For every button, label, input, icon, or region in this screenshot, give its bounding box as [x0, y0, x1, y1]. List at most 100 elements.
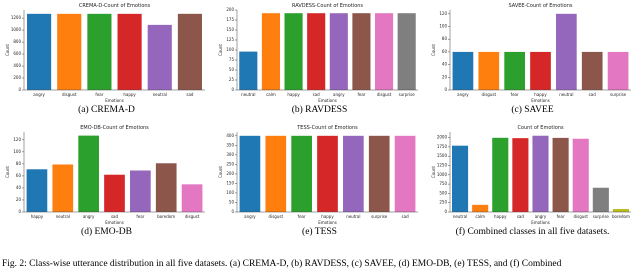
x-tick-label: happy [287, 92, 300, 97]
x-tick-label: calm [475, 214, 485, 219]
y-tick-label: 20 [16, 197, 22, 202]
bar [368, 135, 390, 212]
bar [284, 13, 303, 91]
chart-title: RAVDESS-Count of Emotions [292, 3, 363, 9]
bar [556, 13, 577, 90]
x-tick-label: angry [333, 92, 345, 97]
y-axis-label: Count [5, 166, 10, 178]
bar [530, 51, 551, 90]
bar [307, 13, 326, 91]
x-tick-label: neutral [453, 214, 467, 219]
y-tick-label: 1750 [437, 144, 448, 149]
y-tick-label: 100 [439, 24, 447, 29]
x-tick-label: disgust [482, 92, 497, 97]
x-tick-label: fear [136, 214, 144, 219]
x-tick-label: happy [534, 92, 547, 97]
y-tick-label: 200 [226, 7, 234, 12]
x-tick-label: sad [111, 214, 119, 219]
y-tick-label: 125 [226, 37, 234, 42]
y-tick-label: 250 [226, 161, 234, 166]
x-tick-label: neutral [346, 214, 360, 219]
chart-title: EMO-DB-Count of Emotions [80, 125, 149, 131]
y-tick-label: 100 [13, 149, 21, 154]
subcaption: (a) CREMA-D [78, 104, 135, 115]
x-tick-label: happy [321, 214, 334, 219]
bar [130, 170, 151, 212]
x-tick-label: fear [95, 92, 103, 97]
y-tick-label: 0 [231, 87, 234, 92]
bar [57, 13, 82, 91]
figure-caption: Fig. 2: Class-wise utterance distributio… [2, 258, 562, 269]
x-tick-label: happy [494, 214, 507, 219]
bar [592, 187, 609, 212]
y-tick-label: 500 [439, 190, 447, 195]
bar [504, 51, 525, 90]
subcaption: (c) SAVEE [511, 104, 554, 115]
chart-panel: SAVEE-Count of Emotions Count Emotions(c) … [431, 3, 631, 115]
bar [478, 51, 500, 90]
x-tick-label: surprise [593, 214, 610, 219]
y-tick-label: 80 [442, 36, 448, 41]
bar [394, 135, 416, 212]
x-axis-label: Emotions [318, 98, 337, 103]
y-tick-label: 25 [229, 77, 235, 82]
y-tick-label: 2000 [437, 135, 448, 140]
x-tick-label: disgust [62, 92, 77, 97]
x-axis-label: Emotions [531, 220, 550, 225]
y-tick-label: 250 [439, 200, 447, 205]
x-tick-label: fear [298, 214, 306, 219]
y-tick-label: 60 [16, 173, 22, 178]
y-tick-label: 20 [442, 74, 448, 79]
y-tick-label: 150 [226, 180, 234, 185]
y-tick-label: 120 [13, 137, 21, 142]
bar [452, 51, 474, 90]
y-tick-label: 1200 [11, 15, 22, 20]
chart-title: CREMA-D-Count of Emotions [79, 3, 151, 9]
x-tick-label: neutral [56, 214, 70, 219]
chart-title: TESS-Count of Emotions [296, 125, 358, 131]
bar [581, 51, 603, 90]
y-tick-label: 1000 [437, 172, 448, 177]
x-tick-label: disgust [185, 214, 200, 219]
y-tick-label: 100 [226, 47, 234, 52]
y-tick-label: 0 [231, 209, 234, 214]
chart-title: SAVEE-Count of Emotions [508, 3, 572, 9]
y-tick-label: 600 [13, 51, 21, 56]
y-tick-label: 40 [16, 185, 22, 190]
x-tick-label: angry [33, 92, 45, 97]
bar [265, 135, 287, 212]
y-tick-label: 80 [16, 161, 22, 166]
y-tick-label: 1500 [437, 153, 448, 158]
bar [452, 145, 469, 212]
bar [87, 13, 112, 91]
x-tick-label: fear [511, 92, 519, 97]
y-axis-label: Count [5, 44, 10, 56]
y-tick-label: 75 [229, 57, 235, 62]
bar [177, 13, 202, 91]
x-axis-label: Emotions [105, 220, 124, 225]
x-tick-label: boredom [157, 214, 175, 219]
x-tick-label: angry [244, 214, 256, 219]
subcaption: (b) RAVDESS [292, 104, 348, 115]
x-tick-label: boredom [612, 214, 630, 219]
y-tick-label: 300 [226, 152, 234, 157]
bar [572, 138, 589, 212]
bar [612, 208, 629, 212]
y-axis-label: Count [218, 166, 223, 178]
x-axis-label: Emotions [105, 98, 124, 103]
y-tick-label: 100 [226, 190, 234, 195]
bar [27, 13, 52, 91]
x-tick-label: neutral [559, 92, 573, 97]
subcaption: (f) Combined classes in all five dataset… [456, 226, 610, 237]
y-tick-label: 400 [13, 63, 21, 68]
subcaption: (d) EMO-DB [81, 226, 132, 237]
y-tick-label: 50 [229, 67, 235, 72]
bar [239, 135, 261, 212]
x-tick-label: disgust [269, 214, 284, 219]
x-tick-label: calm [266, 92, 276, 97]
x-tick-label: sad [186, 92, 194, 97]
x-tick-label: fear [557, 214, 565, 219]
y-axis-label: Count [431, 166, 436, 178]
y-tick-label: 120 [439, 11, 447, 16]
y-tick-label: 50 [229, 199, 235, 204]
